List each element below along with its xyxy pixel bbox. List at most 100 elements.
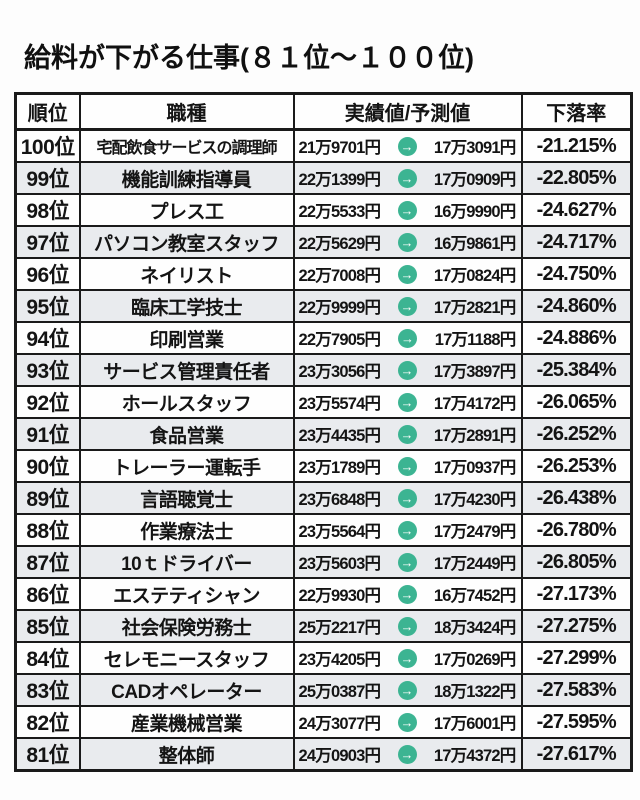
rate-cell: -27.299% — [520, 641, 633, 675]
actual-value: 21万9701円 — [298, 139, 381, 157]
rank-cell: 94位 — [14, 321, 81, 355]
rank-label: 87位 — [26, 552, 70, 575]
rate-label: -26.805% — [536, 550, 617, 573]
arrow-right-icon: → — [397, 392, 417, 412]
job-label: ネイリスト — [140, 265, 233, 287]
value-wrap: 22万9930円 → 16万7452円 — [296, 582, 520, 606]
rate-label: -27.617% — [536, 742, 617, 765]
rate-cell: -22.805% — [520, 161, 633, 195]
table-row: 100位 宅配飲食サービスの調理師 21万9701円 → 17万3091円 -2… — [14, 128, 633, 163]
actual-value: 25万0387円 — [298, 683, 381, 701]
actual-value: 22万9930円 — [298, 587, 381, 605]
job-cell: 作業療法士 — [78, 513, 295, 547]
rank-cell: 86位 — [14, 577, 81, 611]
page-title: 給料が下がる仕事(８１位～１００位) — [24, 43, 474, 73]
job-label: 10ｔドライバー — [121, 553, 252, 575]
job-label: パソコン教室スタッフ — [93, 233, 280, 255]
rank-label: 100位 — [20, 136, 76, 159]
table-row: 89位 言語聴覚士 23万6848円 → 17万4230円 -26.438% — [14, 481, 633, 515]
job-label: 言語聴覚士 — [140, 489, 233, 511]
arrow-right-icon: → — [397, 584, 417, 604]
rate-cell: -27.173% — [520, 577, 633, 611]
header-rate: 下落率 — [520, 92, 633, 131]
rate-cell: -26.065% — [520, 385, 633, 419]
rank-cell: 90位 — [14, 449, 81, 483]
job-cell: ホールスタッフ — [78, 385, 295, 419]
rank-label: 93位 — [26, 360, 70, 383]
actual-value: 22万5533円 — [298, 203, 381, 221]
values-cell: 22万7008円 → 17万0824円 — [292, 257, 523, 291]
arrow-right-icon: → — [397, 744, 417, 764]
values-cell: 22万1399円 → 17万0909円 — [292, 161, 523, 195]
arrow-right-icon: → — [397, 456, 417, 476]
rank-label: 92位 — [26, 392, 70, 415]
rate-label: -26.252% — [536, 422, 617, 445]
job-cell: ネイリスト — [78, 257, 295, 291]
rate-cell: -26.253% — [520, 449, 633, 483]
rate-label: -27.173% — [536, 582, 617, 605]
actual-value: 22万5629円 — [298, 235, 381, 253]
table-row: 94位 印刷営業 22万7905円 → 17万1188円 -24.886% — [14, 321, 633, 355]
values-cell: 21万9701円 → 17万3091円 — [292, 128, 523, 163]
rate-label: -26.065% — [536, 390, 617, 413]
actual-value: 23万6848円 — [298, 491, 381, 509]
header-rank: 順位 — [14, 92, 81, 131]
actual-value: 24万0903円 — [298, 747, 381, 765]
values-cell: 25万2217円 → 18万3424円 — [292, 609, 523, 643]
actual-value: 23万5603円 — [298, 555, 381, 573]
arrow-right-icon: → — [397, 168, 417, 188]
rate-cell: -26.780% — [520, 513, 633, 547]
rank-label: 81位 — [26, 744, 70, 767]
predicted-value: 17万4172円 — [433, 395, 516, 413]
rank-label: 88位 — [26, 520, 70, 543]
rank-label: 94位 — [26, 328, 70, 351]
rank-cell: 97位 — [14, 225, 81, 259]
job-cell: CADオペレーター — [78, 673, 295, 707]
header-values: 実績値/予測値 — [292, 92, 523, 131]
predicted-value: 17万3897円 — [433, 363, 516, 381]
values-cell: 22万7905円 → 17万1188円 — [292, 321, 523, 355]
job-cell: 宅配飲食サービスの調理師 — [78, 128, 295, 163]
job-label: 機能訓練指導員 — [121, 169, 252, 191]
actual-value: 23万5564円 — [298, 523, 381, 541]
table-row: 91位 食品営業 23万4435円 → 17万2891円 -26.252% — [14, 417, 633, 451]
job-label: サービス管理責任者 — [103, 361, 270, 383]
rate-cell: -24.886% — [520, 321, 633, 355]
arrow-right-icon: → — [397, 232, 417, 252]
rank-cell: 99位 — [14, 161, 81, 195]
predicted-value: 16万9990円 — [433, 203, 516, 221]
value-wrap: 23万6848円 → 17万4230円 — [296, 486, 520, 510]
value-wrap: 22万5533円 → 16万9990円 — [296, 198, 520, 222]
job-label: 宅配飲食サービスの調理師 — [96, 139, 277, 157]
rank-cell: 92位 — [14, 385, 81, 419]
rank-label: 86位 — [26, 584, 70, 607]
rank-cell: 96位 — [14, 257, 81, 291]
values-cell: 23万3056円 → 17万3897円 — [292, 353, 523, 387]
rank-label: 98位 — [26, 200, 70, 223]
rank-label: 85位 — [26, 616, 70, 639]
rate-label: -26.438% — [536, 486, 617, 509]
rank-label: 99位 — [26, 168, 70, 191]
rate-cell: -27.595% — [520, 705, 633, 739]
value-wrap: 23万4435円 → 17万2891円 — [296, 422, 520, 446]
actual-value: 22万1399円 — [298, 171, 381, 189]
value-wrap: 22万1399円 → 17万0909円 — [296, 166, 520, 190]
job-label: エステティシャン — [113, 585, 260, 607]
predicted-value: 17万2821円 — [433, 299, 516, 317]
job-label: セレモニースタッフ — [103, 649, 270, 671]
job-cell: 印刷営業 — [78, 321, 295, 355]
predicted-value: 17万4372円 — [433, 747, 516, 765]
job-label: 臨床工学技士 — [130, 297, 243, 319]
rank-label: 97位 — [26, 232, 70, 255]
rate-label: -27.299% — [536, 646, 617, 669]
rate-cell: -27.583% — [520, 673, 633, 707]
table-row: 98位 プレス工 22万5533円 → 16万9990円 -24.627% — [14, 193, 633, 227]
value-wrap: 24万3077円 → 17万6001円 — [296, 710, 520, 734]
actual-value: 23万4435円 — [298, 427, 381, 445]
actual-value: 23万3056円 — [298, 363, 381, 381]
rate-label: -24.860% — [536, 294, 617, 317]
actual-value: 23万1789円 — [298, 459, 381, 477]
job-cell: セレモニースタッフ — [78, 641, 295, 675]
arrow-right-icon: → — [397, 488, 417, 508]
value-wrap: 24万0903円 → 17万4372円 — [296, 742, 520, 766]
